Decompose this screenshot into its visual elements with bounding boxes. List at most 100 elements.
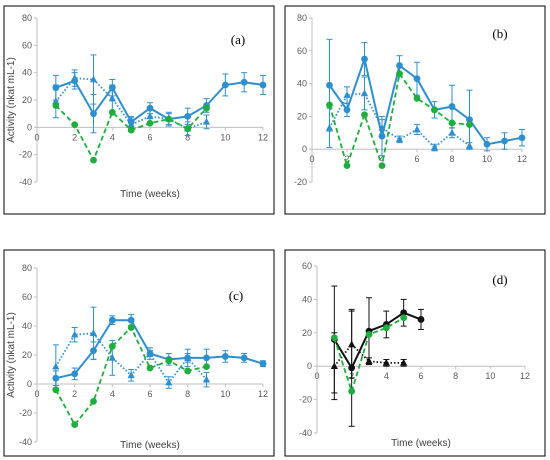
series-green-dashed-circle [330, 314, 408, 395]
y-tick-label: -20 [299, 395, 312, 405]
data-point [184, 353, 192, 361]
y-tick-label: 20 [302, 328, 312, 338]
x-tick-label: 2 [72, 132, 77, 142]
series-blue-dotted-triangle [52, 306, 211, 389]
data-point [71, 330, 79, 338]
panel-b: -20 0 20 40 60 80 0 2 4 6 8 10 12 (b) [284, 5, 546, 215]
series-green-dashed-circle [52, 102, 210, 164]
y-tick-label: -40 [19, 177, 32, 187]
y-tick-label: 60 [22, 40, 32, 50]
x-tick-label: 4 [379, 154, 384, 164]
data-point [343, 91, 351, 98]
data-point [361, 111, 368, 119]
y-tick-label: 0 [302, 144, 307, 154]
series-line [333, 343, 404, 367]
data-point [221, 353, 229, 360]
data-point [52, 362, 60, 370]
data-point [52, 102, 60, 109]
data-point [343, 162, 351, 170]
y-tick-label: -20 [294, 177, 307, 187]
y-tick-label: 60 [297, 46, 307, 56]
data-point [259, 81, 267, 89]
data-point [465, 141, 474, 149]
panel-d: -40-200204060024681012Time (weeks)(d) [284, 249, 546, 457]
data-point [501, 137, 508, 145]
data-point [326, 101, 333, 109]
data-point [52, 97, 60, 105]
y-axis-label: Activity (nkat mL-1) [6, 312, 17, 398]
y-tick-label: 0 [307, 361, 312, 371]
y-tick-label: 80 [22, 263, 32, 273]
data-point [127, 324, 135, 331]
data-point [71, 370, 79, 378]
x-tick-label: 8 [185, 132, 190, 142]
data-point [127, 120, 135, 128]
x-tick-label: 6 [147, 389, 152, 399]
data-point [466, 116, 473, 124]
data-point [361, 55, 368, 63]
data-point [89, 75, 98, 83]
series-blue-dotted-triangle [325, 76, 474, 152]
data-point [221, 81, 229, 89]
data-point [89, 329, 98, 337]
panel-frame [284, 5, 546, 215]
data-point [326, 81, 333, 89]
x-tick-label: 4 [384, 371, 389, 381]
data-point [71, 421, 79, 428]
data-point [396, 62, 403, 69]
data-point [400, 309, 408, 317]
x-tick-label: 12 [258, 132, 268, 142]
data-point [202, 117, 211, 125]
x-tick-label: 12 [517, 154, 527, 164]
data-point [365, 357, 373, 364]
data-point [413, 125, 421, 133]
data-point [146, 119, 154, 127]
data-point [400, 314, 408, 322]
data-point [365, 331, 373, 338]
data-point [360, 89, 369, 97]
y-tick-label: 20 [22, 350, 32, 360]
data-point [108, 342, 116, 350]
panel-label: (d) [492, 272, 507, 287]
data-point [90, 398, 97, 405]
data-point [184, 113, 192, 120]
series-blue-dotted-triangle [52, 54, 211, 137]
data-point [396, 70, 403, 78]
data-point [417, 316, 425, 323]
panel-frame [3, 249, 275, 457]
data-point [52, 386, 60, 394]
series-line [55, 77, 207, 130]
data-point [90, 156, 97, 164]
x-tick-label: 0 [34, 132, 39, 142]
data-point [71, 74, 79, 81]
series-green-dashed-circle [52, 324, 210, 428]
series-black-dotted-triangle [330, 310, 408, 401]
data-point [108, 108, 116, 116]
data-point [330, 334, 338, 342]
x-axis-label: Time (weeks) [120, 440, 180, 451]
y-axis-label: Activity (nkat mL-1) [6, 57, 17, 143]
panel-label: (b) [492, 26, 507, 41]
data-point [108, 353, 116, 361]
data-point [378, 123, 386, 131]
y-tick-label: 80 [22, 13, 32, 23]
series-green-dashed-circle [326, 70, 473, 170]
data-point [240, 78, 248, 86]
y-tick-label: 80 [297, 13, 307, 23]
x-tick-label: 6 [414, 154, 419, 164]
y-tick-label: 40 [297, 79, 307, 89]
data-point [146, 364, 154, 372]
data-point [395, 135, 404, 143]
y-tick-label: 40 [302, 294, 312, 304]
y-tick-label: 20 [22, 95, 32, 105]
series-line [328, 92, 471, 149]
data-point [348, 340, 356, 348]
data-point [108, 94, 116, 102]
x-tick-label: 8 [185, 389, 190, 399]
data-point [71, 121, 79, 128]
data-point [240, 354, 248, 362]
data-point [146, 349, 154, 357]
data-point [184, 125, 192, 133]
